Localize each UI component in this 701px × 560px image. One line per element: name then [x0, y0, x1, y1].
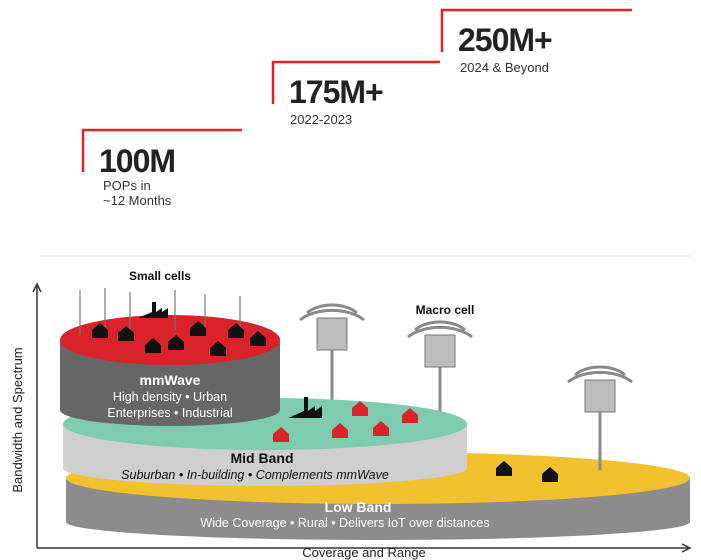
small-cells-label: Small cells: [129, 269, 191, 283]
x-axis-label: Coverage and Range: [302, 545, 426, 560]
band-name: Mid Band: [231, 450, 294, 466]
step-value: 250M+: [458, 22, 552, 58]
band-name: Low Band: [325, 499, 392, 515]
infographic: 100M POPs in ~12 Months 175M+ 2022-2023 …: [0, 0, 701, 560]
step-label: 2024 & Beyond: [460, 60, 549, 75]
y-axis-label: Bandwidth and Spectrum: [10, 347, 25, 492]
step-label: POPs in: [103, 178, 151, 193]
band-desc: Wide Coverage • Rural • Delivers IoT ove…: [200, 516, 489, 530]
band-name: mmWave: [140, 372, 201, 388]
step-label: 2022-2023: [290, 112, 352, 127]
step-value: 100M: [99, 143, 175, 179]
step-label: ~12 Months: [103, 193, 172, 208]
band-desc: Enterprises • Industrial: [107, 406, 232, 420]
band-desc: Suburban • In-building • Complements mmW…: [121, 468, 389, 482]
step-value: 175M+: [289, 74, 383, 110]
band-desc: High density • Urban: [113, 390, 227, 404]
macro-cell-label: Macro cell: [416, 303, 475, 317]
